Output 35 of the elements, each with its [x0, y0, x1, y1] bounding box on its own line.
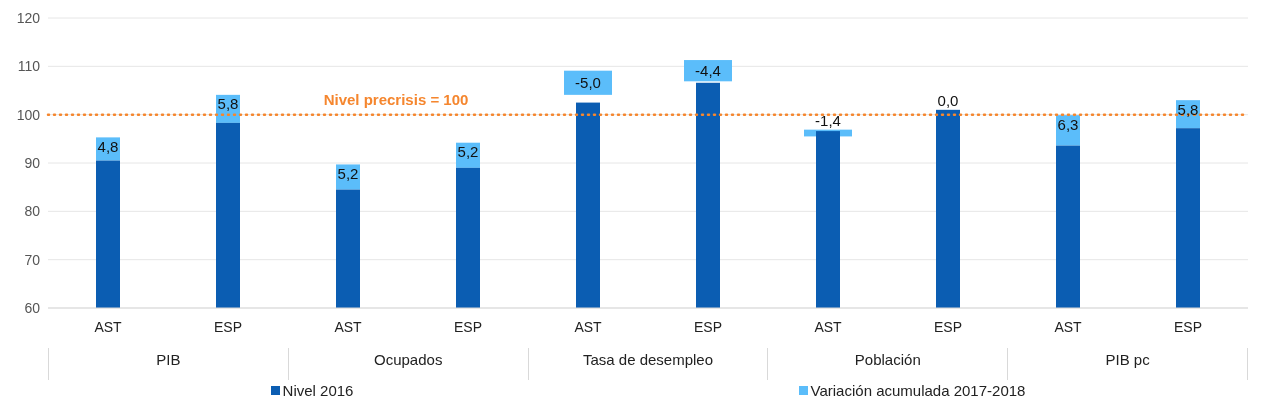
text: Tasa de desempleo [527, 348, 768, 380]
x-tick-label: ESP [693, 318, 723, 335]
x-tick-label: AST [574, 318, 603, 335]
data-label: 4,8 [97, 137, 119, 155]
data-label: 5,2 [337, 164, 359, 182]
data-label: 5,2 [457, 143, 479, 161]
x-tick-label: ESP [213, 318, 243, 335]
data-label: 6,3 [1057, 115, 1079, 133]
y-tick-label: 120 [16, 9, 41, 26]
data-label: -4,4 [695, 62, 721, 80]
y-tick-label: 100 [16, 106, 41, 123]
y-tick-label: 60 [24, 299, 41, 316]
x-tick-label: ESP [453, 318, 483, 335]
y-tick-label: 70 [24, 251, 41, 268]
y-tick-label: 80 [24, 203, 41, 220]
text: Población [767, 348, 1008, 380]
data-label: -1,4 [815, 112, 841, 130]
y-tick-label: 90 [24, 154, 41, 171]
data-label: 0,0 [937, 92, 959, 110]
text: Ocupados [287, 348, 528, 380]
data-label: 5,8 [217, 95, 239, 113]
x-tick-label: ESP [933, 318, 963, 335]
legend-label: Variación acumulada 2017-2018 [809, 382, 1026, 399]
ref-line-label: Nivel precrisis = 100 [323, 90, 469, 108]
x-tick-label: AST [814, 318, 843, 335]
legend-label: Nivel 2016 [281, 382, 354, 399]
x-tick-label: AST [334, 318, 363, 335]
data-label: 5,8 [1177, 100, 1199, 118]
text: PIB [48, 348, 288, 380]
x-tick-label: ESP [1173, 318, 1203, 335]
data-label: -5,0 [575, 74, 601, 92]
text: PIB pc [1007, 348, 1248, 380]
x-tick-label: AST [94, 318, 123, 335]
x-tick-label: AST [1054, 318, 1083, 335]
y-tick-label: 110 [17, 58, 41, 75]
